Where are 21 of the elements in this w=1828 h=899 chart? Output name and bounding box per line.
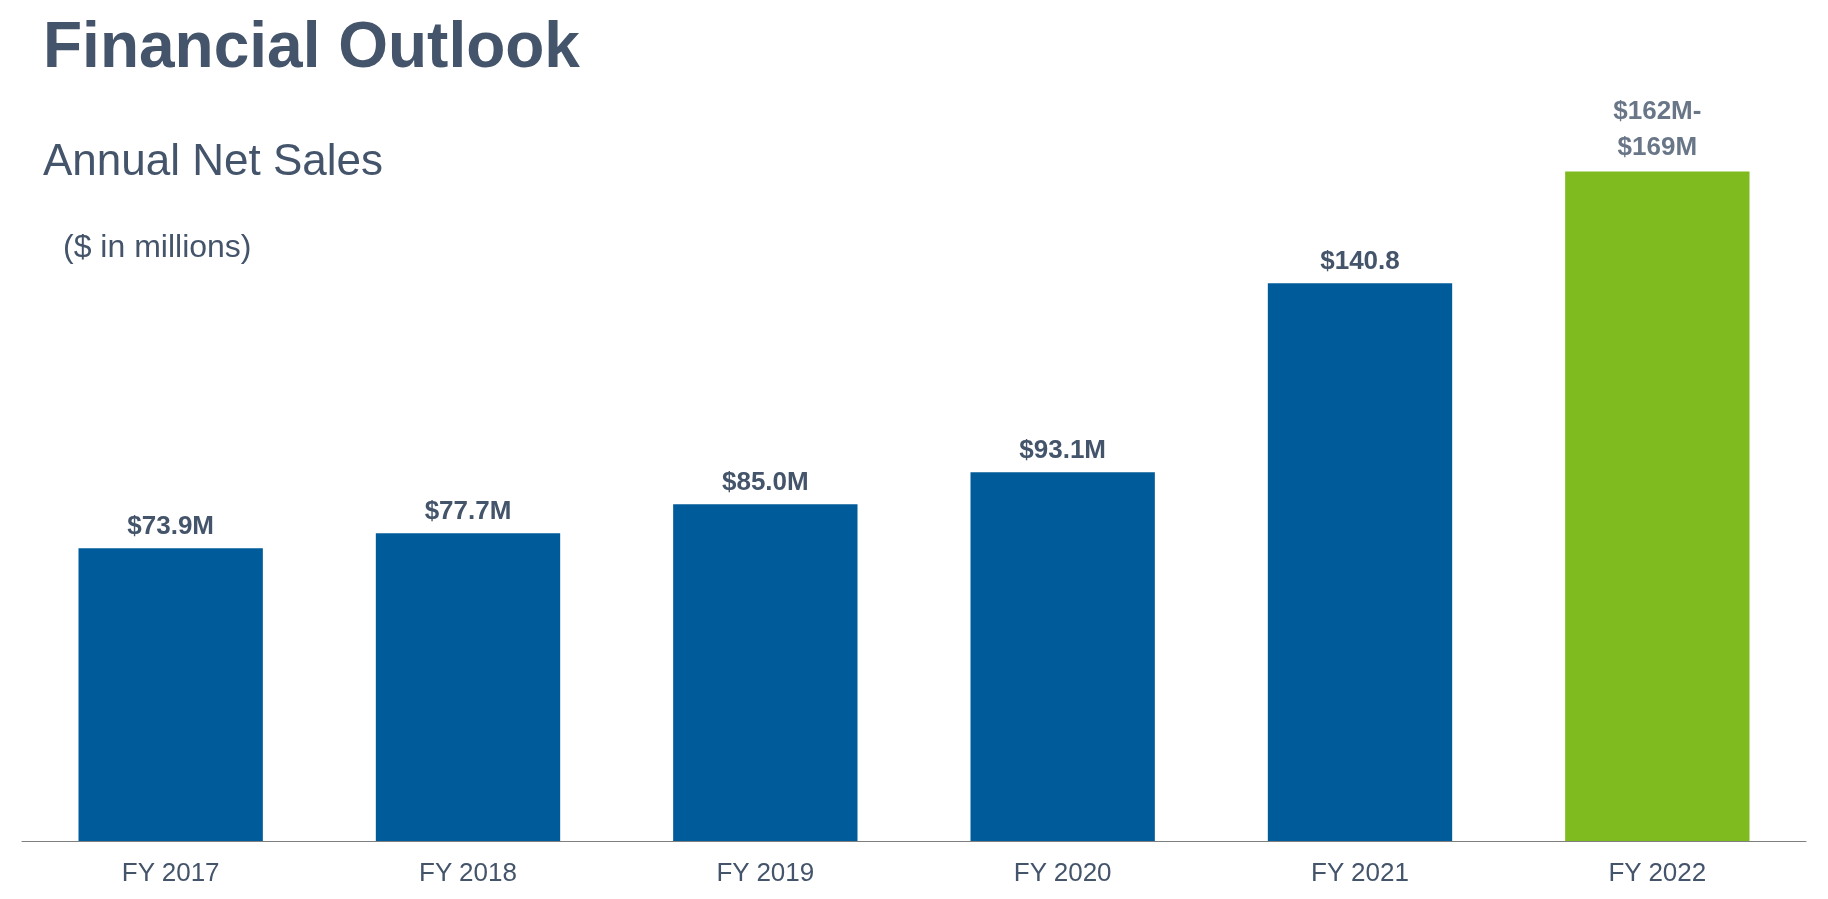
data-label: $140.8 xyxy=(1320,245,1400,276)
bar xyxy=(970,472,1155,841)
data-label: $73.9M xyxy=(127,510,215,541)
x-tick-label: FY 2018 xyxy=(419,857,517,887)
chart-subtitle: Annual Net Sales xyxy=(43,134,383,184)
x-tick-label: FY 2021 xyxy=(1311,857,1409,887)
data-label: $85.0M xyxy=(721,466,809,497)
x-tick-label: FY 2022 xyxy=(1608,857,1707,887)
bar xyxy=(1267,283,1453,841)
bar xyxy=(375,533,561,841)
annotation: ($ in millions) xyxy=(63,228,252,264)
chart-title: Financial Outlook xyxy=(43,9,581,81)
bar xyxy=(673,504,858,841)
bar xyxy=(1565,171,1750,841)
bar xyxy=(78,548,263,841)
data-label: $93.1M xyxy=(1019,434,1107,465)
x-tick-label: FY 2017 xyxy=(121,857,220,887)
data-label: $77.7M xyxy=(424,495,512,526)
x-tick-label: FY 2019 xyxy=(716,857,815,887)
x-tick-label: FY 2020 xyxy=(1013,857,1112,887)
annotation: $162M- $169M xyxy=(1613,94,1702,161)
